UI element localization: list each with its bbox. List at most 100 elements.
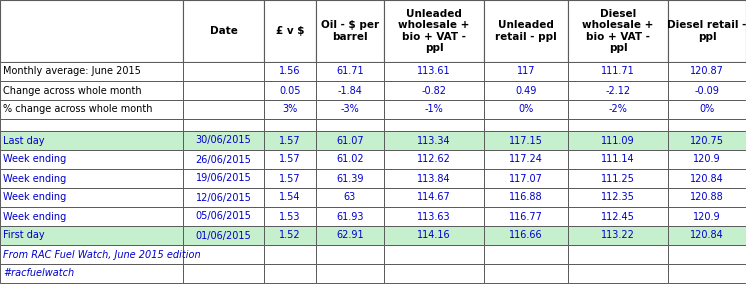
Text: Monthly average: June 2015: Monthly average: June 2015 — [3, 66, 141, 76]
Text: 113.22: 113.22 — [601, 230, 635, 240]
Text: 61.02: 61.02 — [336, 155, 364, 165]
Bar — [384, 119, 484, 131]
Bar — [316, 245, 384, 264]
Bar — [316, 188, 384, 207]
Bar — [316, 150, 384, 169]
Text: 116.66: 116.66 — [510, 230, 543, 240]
Text: 61.39: 61.39 — [336, 174, 364, 184]
Text: First day: First day — [3, 230, 45, 240]
Text: Week ending: Week ending — [3, 211, 66, 221]
Text: 113.61: 113.61 — [417, 66, 451, 76]
Bar — [183, 62, 264, 81]
Bar — [384, 226, 484, 245]
Bar — [484, 150, 568, 169]
Text: 111.09: 111.09 — [601, 136, 635, 146]
Text: 63: 63 — [344, 192, 356, 203]
Bar — [668, 169, 746, 188]
Text: 113.63: 113.63 — [417, 211, 451, 221]
Text: Week ending: Week ending — [3, 192, 66, 203]
Text: 117.07: 117.07 — [509, 174, 543, 184]
Bar — [668, 226, 746, 245]
Text: % change across whole month: % change across whole month — [3, 104, 152, 114]
Text: 1.57: 1.57 — [279, 136, 301, 146]
Bar — [668, 264, 746, 283]
Bar — [264, 81, 316, 100]
Bar — [668, 62, 746, 81]
Bar — [0, 150, 183, 169]
Text: 114.67: 114.67 — [417, 192, 451, 203]
Bar — [316, 62, 384, 81]
Bar — [484, 131, 568, 150]
Text: 0.05: 0.05 — [279, 85, 301, 95]
Text: Change across whole month: Change across whole month — [3, 85, 142, 95]
Text: 120.84: 120.84 — [690, 174, 724, 184]
Bar — [568, 81, 668, 100]
Bar — [484, 264, 568, 283]
Bar — [568, 264, 668, 283]
Bar — [0, 207, 183, 226]
Text: 26/06/2015: 26/06/2015 — [195, 155, 251, 165]
Bar — [264, 188, 316, 207]
Bar — [183, 245, 264, 264]
Bar — [264, 0, 316, 62]
Bar — [484, 207, 568, 226]
Text: #racfuelwatch: #racfuelwatch — [3, 268, 74, 278]
Bar — [0, 264, 183, 283]
Text: 62.91: 62.91 — [336, 230, 364, 240]
Bar — [668, 245, 746, 264]
Text: 30/06/2015: 30/06/2015 — [195, 136, 251, 146]
Text: 05/06/2015: 05/06/2015 — [195, 211, 251, 221]
Text: -2%: -2% — [609, 104, 627, 114]
Bar — [384, 0, 484, 62]
Text: 12/06/2015: 12/06/2015 — [195, 192, 251, 203]
Bar — [568, 150, 668, 169]
Bar — [384, 264, 484, 283]
Text: Date: Date — [210, 26, 237, 36]
Bar — [316, 131, 384, 150]
Text: 120.9: 120.9 — [693, 155, 721, 165]
Bar — [568, 119, 668, 131]
Bar — [668, 100, 746, 119]
Bar — [0, 0, 183, 62]
Bar — [568, 169, 668, 188]
Text: 61.07: 61.07 — [336, 136, 364, 146]
Text: 114.16: 114.16 — [417, 230, 451, 240]
Text: 120.87: 120.87 — [690, 66, 724, 76]
Bar — [384, 207, 484, 226]
Bar — [484, 169, 568, 188]
Text: 0%: 0% — [518, 104, 533, 114]
Bar — [183, 150, 264, 169]
Bar — [0, 169, 183, 188]
Text: 1.56: 1.56 — [279, 66, 301, 76]
Text: 111.14: 111.14 — [601, 155, 635, 165]
Bar — [568, 62, 668, 81]
Bar — [0, 62, 183, 81]
Bar — [484, 62, 568, 81]
Bar — [568, 100, 668, 119]
Bar — [183, 0, 264, 62]
Bar — [183, 207, 264, 226]
Bar — [484, 0, 568, 62]
Bar — [183, 169, 264, 188]
Bar — [484, 119, 568, 131]
Bar — [0, 100, 183, 119]
Text: 112.62: 112.62 — [417, 155, 451, 165]
Bar — [183, 100, 264, 119]
Bar — [668, 131, 746, 150]
Text: From RAC Fuel Watch, June 2015 edition: From RAC Fuel Watch, June 2015 edition — [3, 249, 201, 259]
Text: 120.9: 120.9 — [693, 211, 721, 221]
Text: 112.45: 112.45 — [601, 211, 635, 221]
Text: -2.12: -2.12 — [606, 85, 630, 95]
Text: 61.71: 61.71 — [336, 66, 364, 76]
Bar — [384, 169, 484, 188]
Bar — [384, 245, 484, 264]
Bar — [484, 100, 568, 119]
Text: 117: 117 — [517, 66, 535, 76]
Bar — [316, 100, 384, 119]
Bar — [568, 188, 668, 207]
Bar — [568, 0, 668, 62]
Text: Unleaded
wholesale +
bio + VAT -
ppl: Unleaded wholesale + bio + VAT - ppl — [398, 8, 470, 53]
Bar — [668, 119, 746, 131]
Text: -1%: -1% — [424, 104, 443, 114]
Bar — [316, 226, 384, 245]
